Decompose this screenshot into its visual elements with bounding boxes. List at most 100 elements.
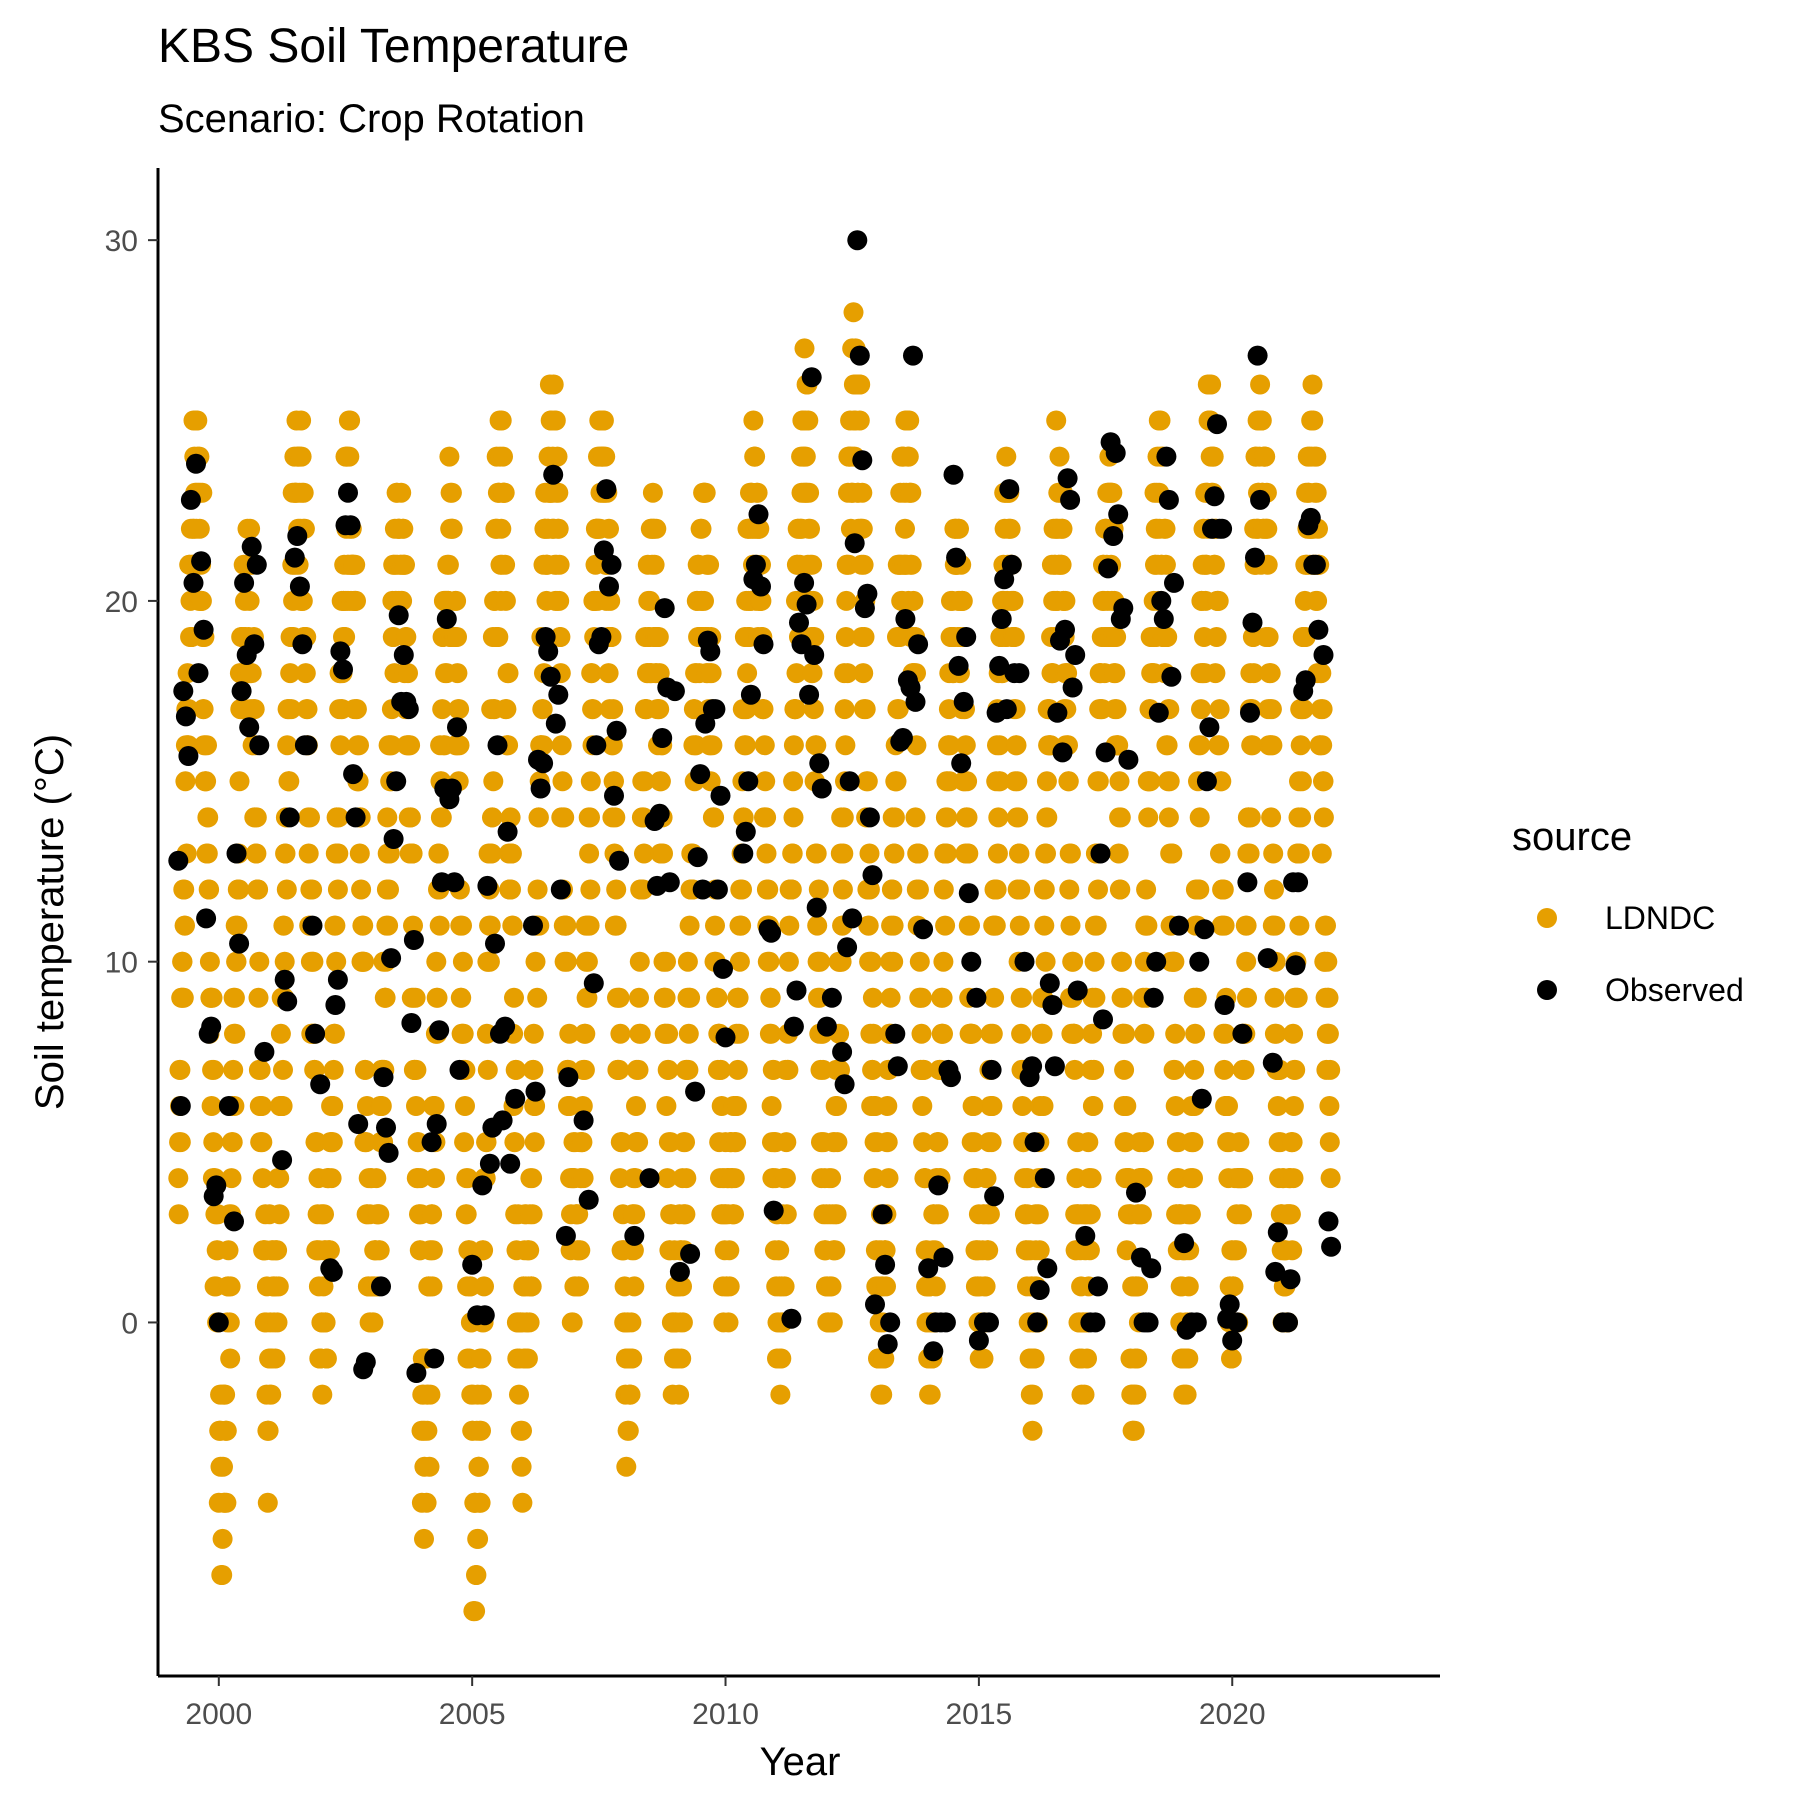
ldndc-point: [275, 843, 296, 864]
ldndc-point: [606, 915, 627, 936]
ldndc-point: [302, 879, 323, 900]
ldndc-point: [861, 951, 882, 972]
ldndc-point: [252, 1168, 273, 1189]
ldndc-point: [862, 1059, 883, 1080]
ldndc-point: [396, 627, 417, 647]
ldndc-point: [1059, 879, 1080, 900]
ldndc-point: [580, 807, 600, 828]
ldndc-point: [229, 879, 250, 900]
ldndc-point: [517, 1348, 538, 1369]
ldndc-point: [783, 771, 804, 792]
observed-point: [1065, 645, 1086, 665]
observed-point: [1098, 558, 1119, 579]
observed-point: [168, 850, 189, 871]
ldndc-point: [719, 1276, 740, 1297]
ldndc-point: [1024, 1348, 1045, 1369]
ldndc-point: [403, 915, 423, 936]
ldndc-point: [395, 554, 415, 575]
ldndc-point: [859, 843, 880, 864]
observed-point: [687, 847, 708, 868]
ldndc-point: [618, 1420, 639, 1441]
ldndc-point: [355, 1059, 376, 1080]
ldndc-point: [446, 590, 467, 611]
observed-point: [1090, 843, 1111, 864]
observed-point: [530, 778, 551, 799]
ldndc-point: [1209, 699, 1230, 720]
ldndc-point: [908, 879, 929, 900]
ldndc-point: [724, 1204, 744, 1225]
ldndc-point: [1051, 554, 1072, 575]
legend-label-ldndc: LDNDC: [1605, 900, 1715, 936]
observed-point: [1318, 1211, 1339, 1232]
observed-point: [1126, 1182, 1146, 1203]
ldndc-point: [552, 771, 573, 792]
observed-point: [948, 655, 969, 676]
ldndc-point: [833, 843, 854, 864]
observed-point: [669, 1261, 690, 1282]
ldndc-point: [928, 1204, 949, 1225]
ldndc-point: [982, 1096, 1003, 1116]
observed-point: [1222, 1330, 1243, 1351]
ldndc-point: [1034, 879, 1055, 900]
observed-point: [1022, 1056, 1043, 1077]
ldndc-point: [246, 807, 267, 828]
observed-point: [188, 663, 209, 684]
observed-point: [586, 735, 607, 756]
ldndc-point: [1209, 735, 1230, 756]
observed-point: [1024, 1132, 1045, 1153]
observed-point: [477, 875, 498, 896]
ldndc-point: [1110, 807, 1131, 828]
ldndc-point: [1211, 771, 1232, 792]
ldndc-point: [939, 771, 960, 792]
observed-point: [208, 1312, 229, 1333]
ldndc-point: [827, 1096, 847, 1116]
ldndc-point: [626, 1096, 646, 1116]
ldndc-point: [990, 771, 1010, 792]
x-tick-label: 2000: [185, 1698, 252, 1731]
observed-point: [1288, 872, 1309, 893]
ldndc-point: [438, 554, 459, 575]
observed-point: [1060, 489, 1081, 510]
ldndc-point: [315, 1312, 336, 1333]
ldndc-point: [199, 879, 220, 900]
ldndc-point: [1311, 663, 1332, 684]
observed-point: [523, 915, 543, 936]
observed-point: [1285, 955, 1306, 976]
ldndc-point: [491, 518, 512, 539]
observed-point: [381, 948, 402, 969]
observed-point: [436, 609, 457, 629]
ldndc-point: [1083, 1096, 1104, 1116]
ldndc-point: [303, 951, 324, 972]
observed-point: [652, 728, 673, 748]
observed-point: [966, 987, 987, 1008]
ldndc-point: [297, 699, 318, 720]
ldndc-point: [599, 518, 619, 539]
ldndc-point: [1009, 843, 1030, 864]
ldndc-point: [898, 446, 919, 467]
ldndc-point: [1319, 1132, 1340, 1153]
ldndc-point: [1128, 1276, 1149, 1297]
ldndc-point: [905, 807, 926, 828]
ldndc-point: [1008, 807, 1029, 828]
ldndc-point: [267, 1312, 288, 1333]
ldndc-point: [1022, 1384, 1043, 1405]
ldndc-point: [1318, 1023, 1339, 1044]
ldndc-point: [330, 735, 351, 756]
ldndc-point: [1032, 1023, 1053, 1044]
observed-point: [859, 807, 880, 828]
observed-point: [1118, 749, 1139, 770]
ldndc-point: [366, 1168, 387, 1189]
ldndc-point: [678, 1023, 699, 1044]
ldndc-point: [909, 951, 930, 972]
y-axis-title: Soil temperature (°C): [28, 734, 72, 1110]
ldndc-point: [504, 1132, 525, 1153]
observed-point: [1158, 489, 1179, 510]
observed-point: [796, 594, 817, 615]
ldndc-point: [609, 1059, 630, 1080]
ldndc-point: [883, 915, 904, 936]
ldndc-point: [978, 1240, 999, 1261]
ldndc-point: [261, 1384, 282, 1405]
ldndc-point: [447, 663, 468, 684]
ldndc-point: [807, 915, 828, 936]
observed-point: [761, 922, 782, 943]
